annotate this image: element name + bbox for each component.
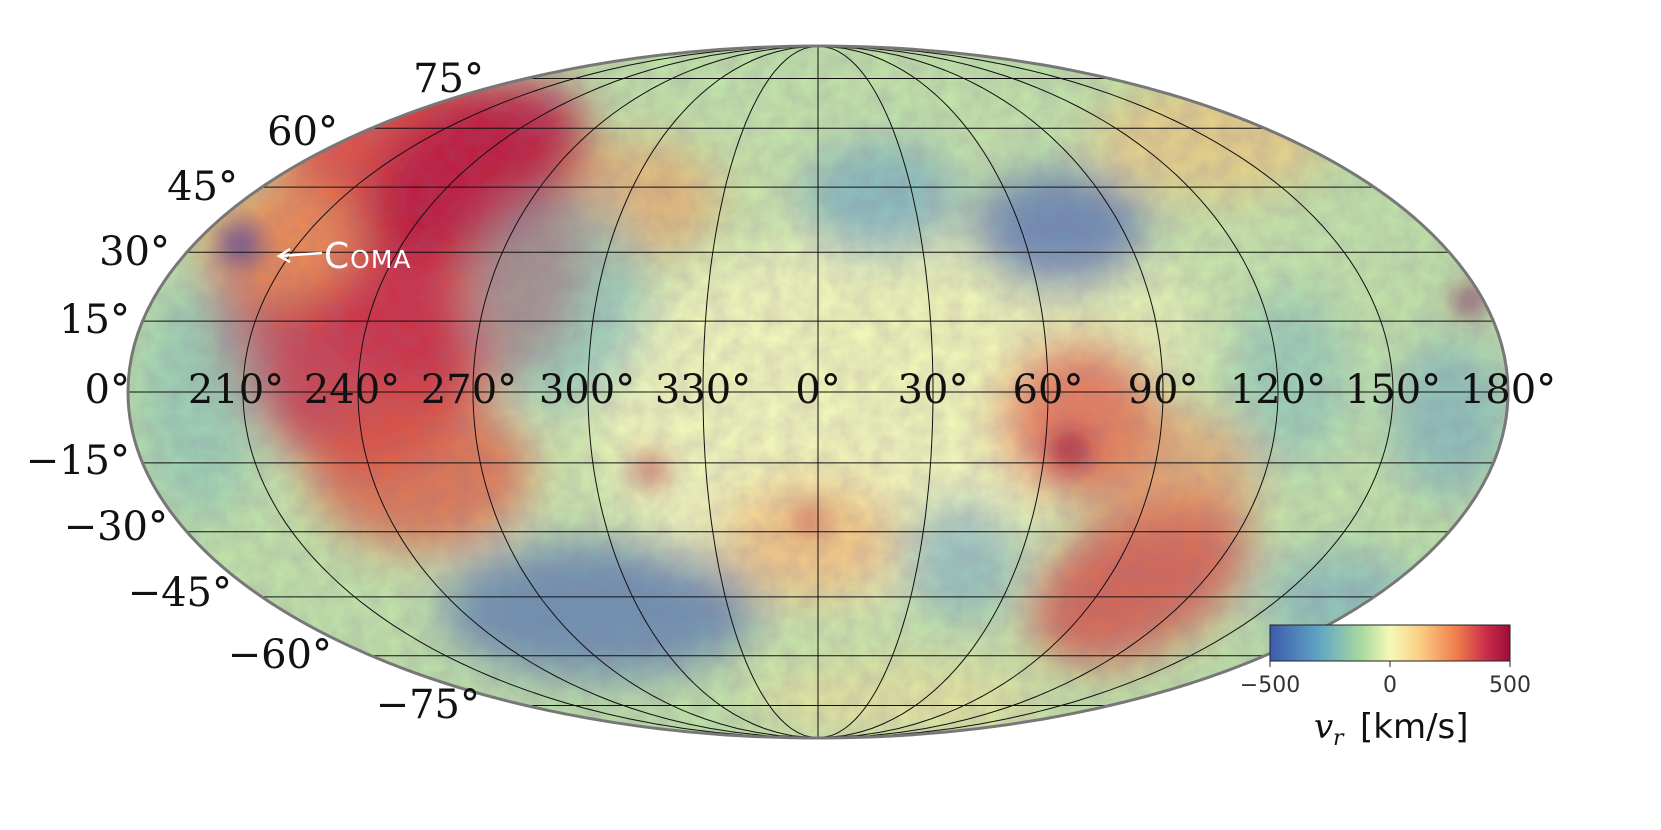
- lon-label-240: 240°: [304, 367, 400, 413]
- colorbar-symbol: v: [1314, 707, 1333, 747]
- meridian-line: [817, 46, 1279, 738]
- lon-label-300: 300°: [539, 367, 635, 413]
- lon-label-60: 60°: [1013, 367, 1084, 413]
- left-arrow-icon: [276, 247, 323, 264]
- lon-label-210: 210°: [188, 367, 284, 413]
- lon-label-330: 330°: [655, 367, 751, 413]
- coma-annotation: Coma: [276, 236, 412, 277]
- lat-label-minus75: −75°: [376, 682, 480, 728]
- colorbar-gradient: [1269, 624, 1511, 662]
- lon-label-270: 270°: [421, 367, 517, 413]
- lat-label-0: 0°: [85, 367, 130, 413]
- lat-label-75: 75°: [413, 56, 484, 102]
- meridian-line: [817, 46, 934, 738]
- lat-label-30: 30°: [99, 229, 170, 275]
- map-frame: [126, 44, 1510, 740]
- lat-label-minus60: −60°: [228, 632, 332, 678]
- coma-label: Coma: [324, 236, 412, 277]
- meridian-line: [817, 46, 1164, 738]
- colorbar-tick-min: −500: [1240, 673, 1300, 698]
- lon-label-150: 150°: [1345, 367, 1441, 413]
- meridian-line: [587, 46, 819, 738]
- lon-label-0: 0°: [795, 367, 840, 413]
- lat-label-15: 15°: [59, 297, 130, 343]
- colorbar-tick-max: 500: [1489, 673, 1531, 698]
- lat-label-minus30: −30°: [64, 504, 168, 550]
- meridian-line: [472, 46, 819, 738]
- meridian-line: [817, 46, 1394, 738]
- lat-label-minus45: −45°: [128, 570, 232, 616]
- lon-label-90: 90°: [1128, 367, 1199, 413]
- lat-label-60: 60°: [267, 109, 338, 155]
- colorbar-subscript: r: [1333, 726, 1345, 751]
- colorbar-label: v r [km/s]: [1314, 707, 1469, 751]
- meridian-line: [357, 46, 819, 738]
- graticule: [128, 46, 1508, 738]
- colorbar-unit: [km/s]: [1360, 707, 1469, 747]
- latitude-labels: 75° 60° 45° 30° 15° 0° −15° −30° −45° −6…: [26, 56, 484, 728]
- lon-label-120: 120°: [1230, 367, 1326, 413]
- meridian-line: [702, 46, 819, 738]
- meridian-line: [242, 46, 819, 738]
- lon-label-30: 30°: [898, 367, 969, 413]
- lon-label-180: 180°: [1460, 367, 1556, 413]
- colorbar-tick-mid: 0: [1383, 673, 1397, 698]
- colorbar: −500 0 500 v r [km/s]: [1240, 624, 1531, 751]
- longitude-labels: 210° 240° 270° 300° 330° 0° 30° 60° 90° …: [188, 367, 1556, 413]
- lat-label-minus15: −15°: [26, 438, 130, 484]
- lat-label-45: 45°: [167, 164, 238, 210]
- map-body: [128, 46, 1508, 738]
- meridian-line: [817, 46, 1049, 738]
